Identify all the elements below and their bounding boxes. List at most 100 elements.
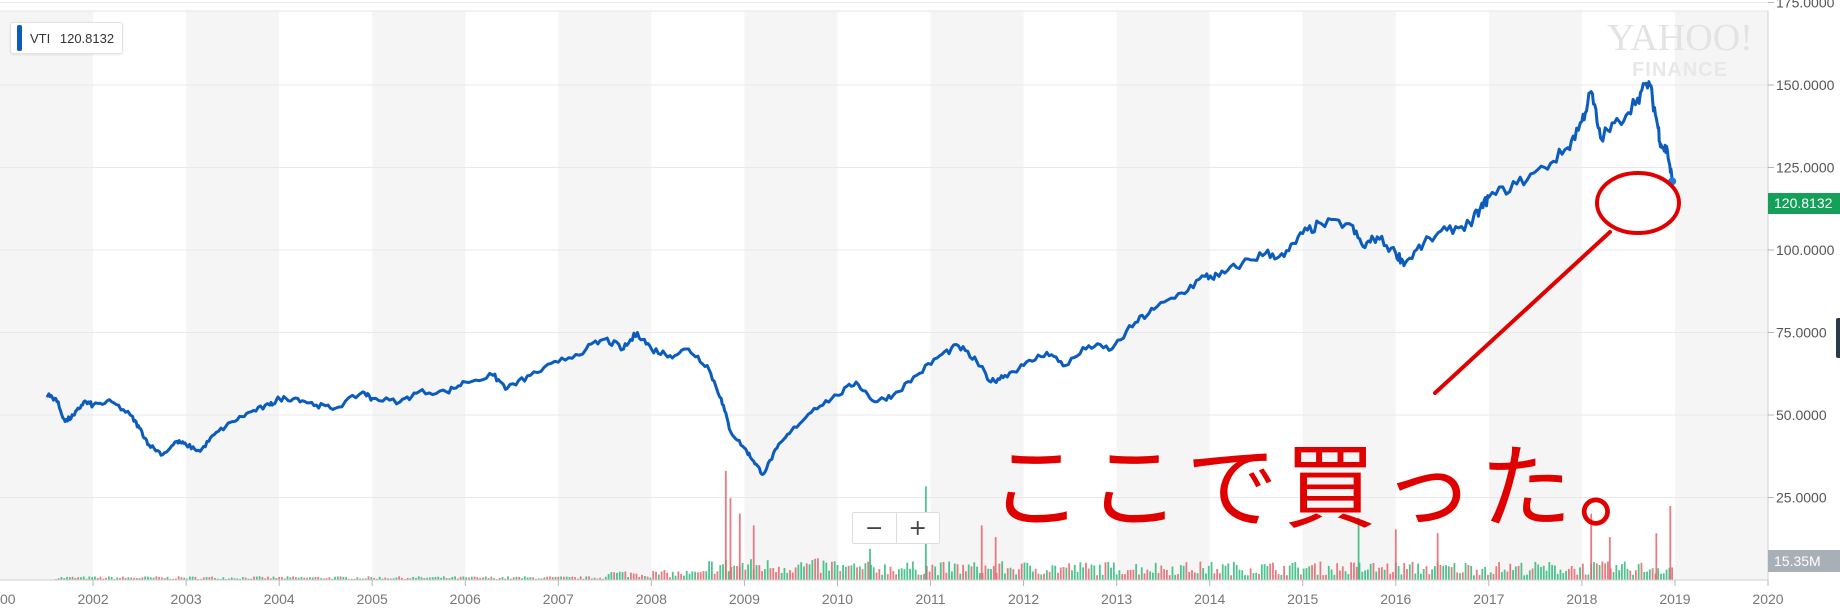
volume-bar [903, 569, 906, 580]
year-bands [0, 11, 1768, 580]
volume-bar [1392, 571, 1394, 580]
volume-bar [1520, 562, 1523, 580]
volume-bar [1528, 570, 1531, 580]
volume-bar [334, 576, 336, 580]
volume-bar [322, 578, 325, 580]
volume-bar [660, 571, 663, 580]
volume-bar [1369, 563, 1372, 580]
volume-bar [1470, 565, 1473, 580]
volume-bar [1235, 564, 1238, 580]
volume-bar [1182, 565, 1185, 580]
volume-bar [258, 576, 261, 580]
volume-bar [1196, 573, 1199, 580]
volume-bar [1364, 570, 1366, 580]
volume-bar [1221, 564, 1224, 580]
volume-bar [80, 577, 82, 580]
volume-bar [959, 573, 962, 580]
volume-bar [1397, 566, 1400, 580]
volume-bar [1570, 565, 1573, 580]
volume-bar [1411, 561, 1414, 580]
x-tick-label: 2020 [1752, 591, 1783, 607]
volume-bar [1581, 563, 1584, 580]
volume-bar [758, 565, 761, 580]
volume-bar [624, 571, 627, 580]
volume-bar [995, 572, 998, 580]
zoom-out-button[interactable]: − [865, 515, 884, 541]
volume-bar [1431, 569, 1433, 580]
volume-bar [562, 576, 565, 580]
volume-bar [1330, 569, 1333, 580]
volume-bar [420, 577, 423, 580]
volume-bar [1118, 570, 1121, 580]
volume-bar [1478, 575, 1481, 580]
volume-bar [738, 513, 741, 580]
volume-bars [54, 470, 1674, 580]
volume-bar [789, 570, 791, 580]
volume-bar [1565, 570, 1567, 580]
series-legend[interactable]: VTI 120.8132 [10, 22, 124, 54]
volume-bar [710, 561, 713, 580]
volume-bar [401, 577, 403, 580]
volume-bar [1604, 563, 1607, 580]
volume-bar [1576, 574, 1579, 580]
volume-bar [493, 578, 496, 580]
x-tick-label: 2004 [264, 591, 295, 607]
volume-bar [133, 577, 135, 580]
volume-bar [783, 567, 786, 580]
volume-bar [733, 565, 736, 580]
volume-bar [71, 576, 74, 580]
volume-bar [367, 576, 370, 580]
volume-bar [546, 576, 549, 580]
volume-bar [1004, 573, 1006, 580]
volume-bar [1607, 561, 1609, 580]
volume-bar [267, 576, 269, 580]
volume-bar [88, 576, 91, 580]
side-panel-handle[interactable] [1836, 318, 1840, 358]
volume-bar [842, 565, 844, 580]
volume-bar [1283, 565, 1286, 580]
volume-bar [1609, 568, 1612, 580]
annotation-text: ここで買った。 [990, 435, 1676, 542]
zoom-in-button[interactable]: + [895, 513, 940, 543]
volume-bar [797, 564, 800, 580]
volume-bar [1269, 563, 1272, 580]
volume-bar [1071, 570, 1073, 580]
volume-bar [473, 576, 476, 580]
volume-bar [1487, 574, 1489, 580]
x-tick-label: 2012 [1008, 591, 1039, 607]
volume-bar [456, 578, 459, 580]
volume-bar [951, 571, 953, 580]
volume-bar [364, 578, 367, 580]
volume-bar [1001, 561, 1004, 580]
volume-bar [794, 567, 797, 580]
volume-bar [498, 577, 501, 580]
volume-bar [191, 576, 194, 580]
volume-bar [775, 572, 777, 580]
volume-bar [1380, 567, 1383, 580]
volume-bar [1087, 568, 1090, 580]
volume-bar [1629, 570, 1632, 580]
volume-bar [105, 577, 107, 580]
volume-bar [434, 577, 437, 580]
volume-bar [719, 565, 722, 580]
volume-bar [57, 578, 60, 580]
volume-bar [261, 576, 264, 580]
volume-bar [828, 570, 830, 580]
year-band [558, 11, 652, 580]
volume-bar [1495, 566, 1498, 580]
volume-bar [953, 563, 956, 580]
volume-bar [297, 577, 300, 580]
volume-bar [1230, 575, 1232, 580]
volume-bar [886, 574, 889, 580]
volume-bar [980, 525, 983, 580]
volume-bar [858, 566, 861, 580]
volume-bar [311, 577, 314, 580]
volume-bar [362, 578, 364, 580]
volume-bar [342, 576, 345, 580]
volume-bar [202, 577, 205, 580]
volume-bar [1336, 563, 1339, 580]
volume-bar [445, 578, 448, 580]
year-band [1488, 11, 1582, 580]
volume-bar [889, 566, 892, 580]
